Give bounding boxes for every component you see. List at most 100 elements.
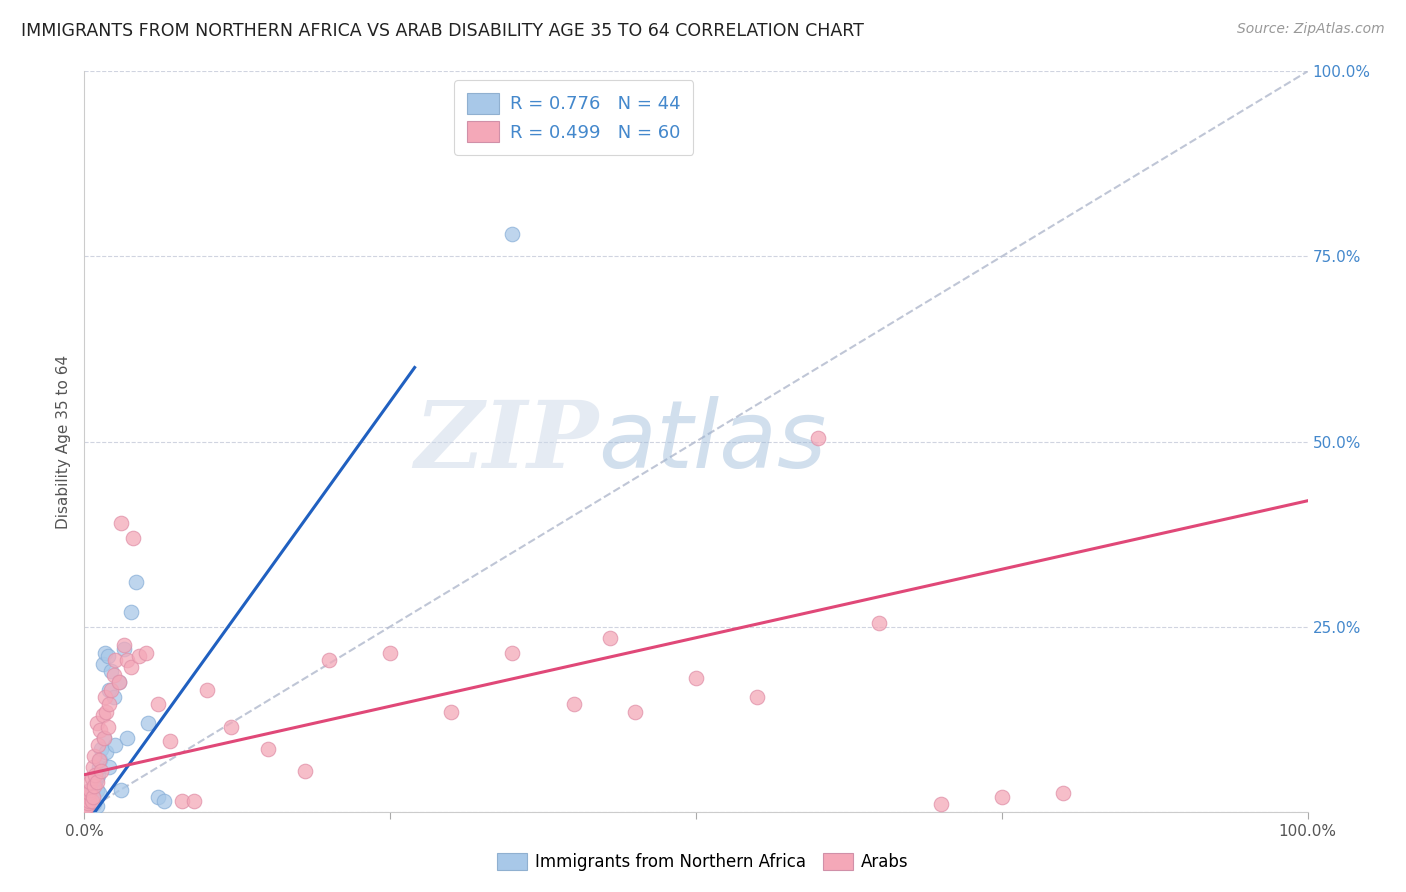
Point (115, 731, 138, 745)
Point (685, 672, 707, 686)
Point (153, 794, 176, 808)
Point (91, 708, 114, 723)
Point (94, 646, 117, 660)
Point (502, 227, 524, 242)
Point (77, 789, 100, 804)
Point (77, 794, 100, 808)
Point (94, 690, 117, 704)
Point (146, 789, 169, 804)
Point (77, 794, 100, 808)
Point (82, 789, 104, 804)
Point (869, 615, 891, 630)
Point (624, 705, 647, 719)
Point (172, 794, 194, 808)
Y-axis label: Disability Age 35 to 64: Disability Age 35 to 64 (56, 354, 72, 529)
Point (103, 667, 125, 681)
Point (318, 653, 340, 667)
Point (112, 641, 135, 656)
Point (97, 682, 120, 697)
Point (128, 649, 150, 664)
Point (599, 631, 621, 645)
Point (122, 531, 145, 545)
Point (77, 796, 100, 810)
Point (100, 664, 122, 678)
Point (96, 705, 118, 719)
Point (96, 746, 118, 760)
Point (79, 775, 101, 789)
Point (380, 646, 402, 660)
Point (89, 723, 111, 738)
Point (86, 798, 108, 813)
Text: IMMIGRANTS FROM NORTHERN AFRICA VS ARAB DISABILITY AGE 35 TO 64 CORRELATION CHAR: IMMIGRANTS FROM NORTHERN AFRICA VS ARAB … (21, 22, 863, 40)
Point (77, 797, 100, 812)
Text: Source: ZipAtlas.com: Source: ZipAtlas.com (1237, 22, 1385, 37)
Point (747, 690, 769, 704)
Point (90, 764, 112, 778)
Point (83, 779, 105, 793)
Point (991, 789, 1014, 804)
Point (75, 801, 97, 815)
Point (183, 794, 205, 808)
Point (107, 675, 129, 690)
Point (91, 657, 114, 671)
Point (97, 698, 120, 712)
Point (75, 803, 97, 817)
Point (115, 653, 138, 667)
Point (79, 782, 101, 797)
Text: atlas: atlas (598, 396, 827, 487)
Point (83, 797, 105, 812)
Point (83, 779, 105, 793)
Point (87, 738, 110, 752)
Point (136, 715, 159, 730)
Point (159, 734, 181, 748)
Point (107, 675, 129, 690)
Point (120, 660, 142, 674)
Point (87, 767, 110, 781)
Point (104, 653, 127, 667)
Point (84, 775, 107, 789)
Point (93, 731, 115, 745)
Point (82, 789, 104, 804)
Point (79, 786, 101, 800)
Point (440, 705, 463, 719)
Point (807, 431, 830, 445)
Point (86, 715, 108, 730)
Point (146, 698, 169, 712)
Point (80, 772, 103, 786)
Point (80, 786, 103, 800)
Point (219, 720, 242, 734)
Point (195, 682, 218, 697)
Point (82, 760, 104, 774)
Point (929, 797, 952, 812)
Legend: R = 0.776   N = 44, R = 0.499   N = 60: R = 0.776 N = 44, R = 0.499 N = 60 (454, 80, 693, 154)
Point (82, 782, 104, 797)
Point (79, 782, 101, 797)
Point (76, 801, 98, 815)
Point (110, 782, 132, 797)
Point (97, 760, 120, 774)
Text: ZIP: ZIP (413, 397, 598, 486)
Point (77, 786, 100, 800)
Point (103, 690, 125, 704)
Point (135, 646, 157, 660)
Point (112, 638, 135, 652)
Point (1052, 786, 1074, 800)
Point (104, 738, 127, 752)
Point (562, 698, 585, 712)
Point (86, 775, 108, 789)
Point (97, 720, 120, 734)
Point (294, 764, 316, 778)
Point (76, 798, 98, 813)
Point (120, 605, 142, 619)
Point (90, 741, 112, 756)
Point (77, 789, 100, 804)
Point (86, 782, 108, 797)
Point (100, 682, 122, 697)
Point (502, 646, 524, 660)
Point (110, 516, 132, 530)
Point (84, 767, 107, 781)
Point (79, 801, 101, 815)
Legend: Immigrants from Northern Africa, Arabs: Immigrants from Northern Africa, Arabs (489, 845, 917, 880)
Point (86, 772, 108, 786)
Point (257, 741, 280, 756)
